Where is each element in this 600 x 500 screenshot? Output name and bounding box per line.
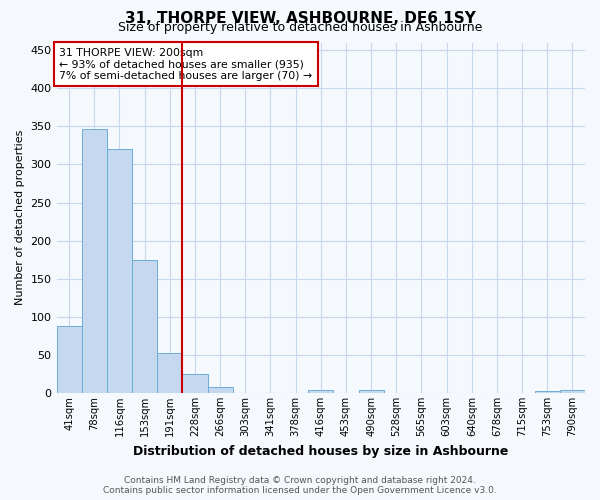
Bar: [208, 387, 233, 393]
Text: Contains HM Land Registry data © Crown copyright and database right 2024.
Contai: Contains HM Land Registry data © Crown c…: [103, 476, 497, 495]
Bar: [182, 374, 208, 393]
Bar: [308, 390, 334, 393]
Bar: [359, 390, 383, 393]
Bar: [157, 352, 182, 393]
Bar: [107, 149, 132, 393]
Text: 31 THORPE VIEW: 200sqm
← 93% of detached houses are smaller (935)
7% of semi-det: 31 THORPE VIEW: 200sqm ← 93% of detached…: [59, 48, 313, 81]
Bar: [132, 260, 157, 393]
X-axis label: Distribution of detached houses by size in Ashbourne: Distribution of detached houses by size …: [133, 444, 508, 458]
Bar: [82, 128, 107, 393]
Text: Size of property relative to detached houses in Ashbourne: Size of property relative to detached ho…: [118, 22, 482, 35]
Bar: [56, 326, 82, 393]
Bar: [560, 390, 585, 393]
Bar: [535, 390, 560, 393]
Y-axis label: Number of detached properties: Number of detached properties: [15, 130, 25, 306]
Text: 31, THORPE VIEW, ASHBOURNE, DE6 1SY: 31, THORPE VIEW, ASHBOURNE, DE6 1SY: [125, 11, 475, 26]
